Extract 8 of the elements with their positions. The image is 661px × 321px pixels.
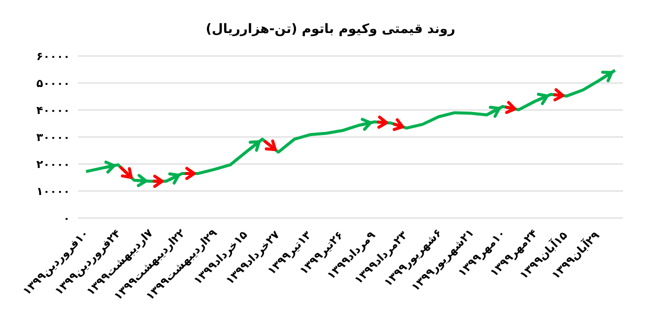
y-tick-label: ۴۰۰۰۰ bbox=[36, 104, 70, 117]
y-tick-label: ۶۰۰۰۰ bbox=[36, 50, 70, 63]
y-tick-label: ۳۰۰۰۰ bbox=[36, 130, 70, 144]
y-tick-label: ۵۰۰۰۰ bbox=[36, 76, 70, 90]
y-tick-label: ۱۰۰۰۰ bbox=[36, 184, 70, 198]
chart-title: روند قیمتی وکیوم باتوم (تن-هزارریال) bbox=[204, 22, 456, 37]
y-tick-label: ۲۰۰۰۰ bbox=[36, 158, 70, 171]
y-tick-label: ۰ bbox=[63, 212, 70, 225]
